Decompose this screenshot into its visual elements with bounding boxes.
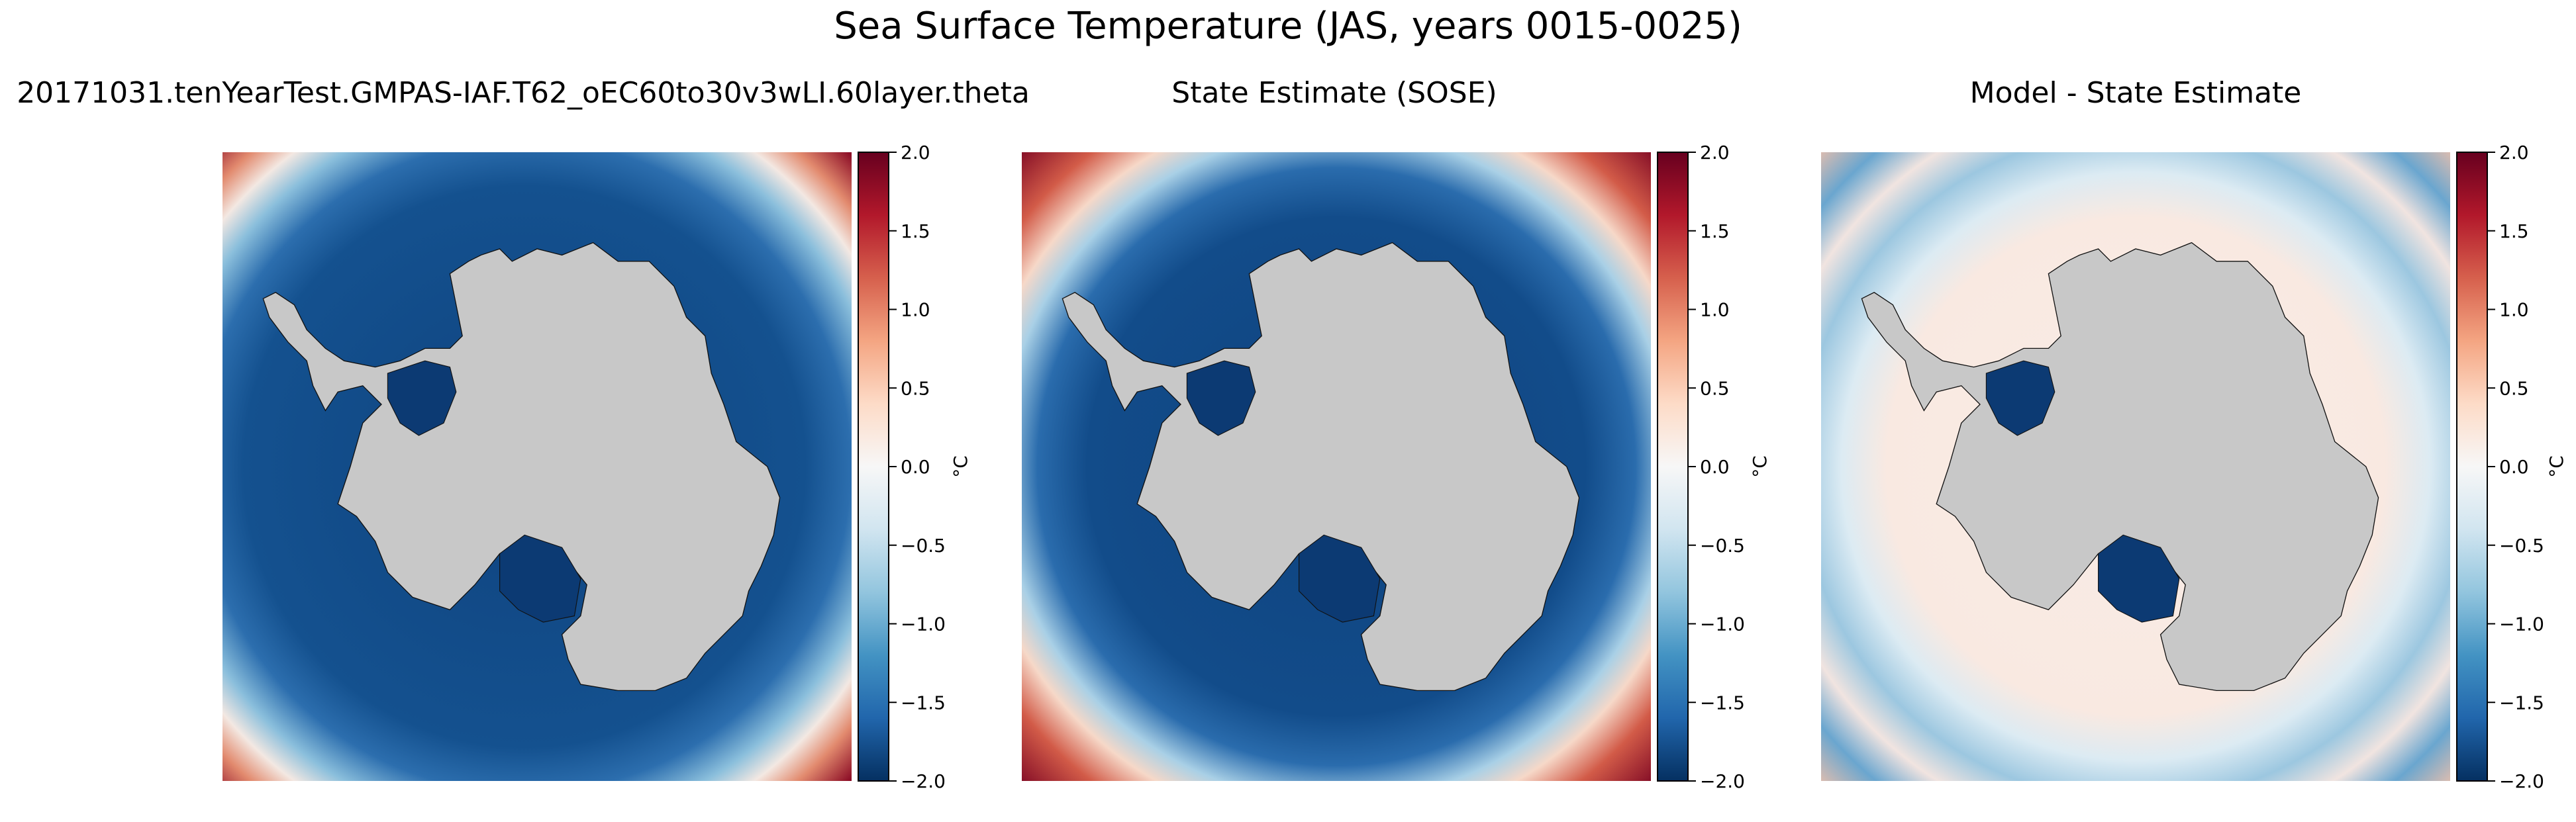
colorbar-tick-label: 0.0 (2499, 456, 2529, 478)
colorbar-tick-label: −2.0 (1700, 770, 1745, 792)
colorbar-label: °C (950, 455, 971, 478)
colorbar-label: °C (1749, 455, 1771, 478)
colorbar-scale (858, 152, 889, 782)
colorbar-tick-label: −0.5 (2499, 535, 2544, 557)
colorbar-tick-label: −1.5 (901, 692, 946, 713)
colorbar-tick-label: 0.0 (901, 456, 930, 478)
panel-title: Model - State Estimate (1970, 76, 2302, 110)
colorbar-tick-label: −1.0 (901, 614, 946, 635)
colorbar-tick-label: 0.5 (1700, 377, 1730, 399)
colorbar-tick-label: 0.5 (2499, 377, 2529, 399)
field-map (1022, 152, 1651, 781)
panel-model: 20171031.tenYearTest.GMPAS-IAF.T62_oEC60… (17, 76, 1030, 792)
colorbar-tick-label: 0.5 (901, 377, 930, 399)
colorbar-tick-label: 0.0 (1700, 456, 1730, 478)
colorbar-tick-label: 1.5 (901, 220, 930, 242)
field-map (223, 152, 852, 781)
panel-state-estimate: State Estimate (SOSE) 2.0 1.5 1.0 0.5 0.0 −0.… (1022, 76, 1771, 792)
colorbar-label: °C (2546, 455, 2567, 478)
colorbar-tick-label: 2.0 (901, 142, 930, 163)
colorbar-tick-label: 1.0 (2499, 299, 2529, 321)
colorbar-scale (2456, 152, 2488, 782)
colorbar-tick-label: −0.5 (1700, 535, 1745, 557)
figure-suptitle: Sea Surface Temperature (JAS, years 0015… (834, 5, 1742, 48)
colorbar-tick-label: −0.5 (901, 535, 946, 557)
colorbar: 2.0 1.5 1.0 0.5 0.0 −0.5 −1.0 −1.5 −2.0 °C (1657, 142, 1771, 792)
colorbar-tick-label: −1.0 (2499, 614, 2544, 635)
panel-title: 20171031.tenYearTest.GMPAS-IAF.T62_oEC60… (17, 76, 1030, 110)
colorbar-tick-label: 1.0 (1700, 299, 1730, 321)
colorbar-tick-label: 1.5 (1700, 220, 1730, 242)
colorbar-tick-label: −2.0 (901, 770, 946, 792)
colorbar: 2.0 1.5 1.0 0.5 0.0 −0.5 −1.0 −1.5 −2.0 °C (858, 142, 971, 792)
colorbar-tick-label: −1.5 (1700, 692, 1745, 713)
colorbar-tick-label: −1.0 (1700, 614, 1745, 635)
panel-title: State Estimate (SOSE) (1171, 76, 1497, 110)
colorbar-tick-label: 1.0 (901, 299, 930, 321)
field-map (1821, 152, 2450, 781)
colorbar-tick-label: 2.0 (2499, 142, 2529, 163)
colorbar-tick-label: −1.5 (2499, 692, 2544, 713)
panel-difference: Model - State Estimate 2.0 1.5 1.0 0.5 0.0 −0… (1821, 76, 2567, 792)
colorbar-scale (1657, 152, 1689, 782)
colorbar: 2.0 1.5 1.0 0.5 0.0 −0.5 −1.0 −1.5 −2.0 °C (2456, 142, 2567, 792)
colorbar-tick-label: −2.0 (2499, 770, 2544, 792)
colorbar-tick-label: 1.5 (2499, 220, 2529, 242)
colorbar-tick-label: 2.0 (1700, 142, 1730, 163)
